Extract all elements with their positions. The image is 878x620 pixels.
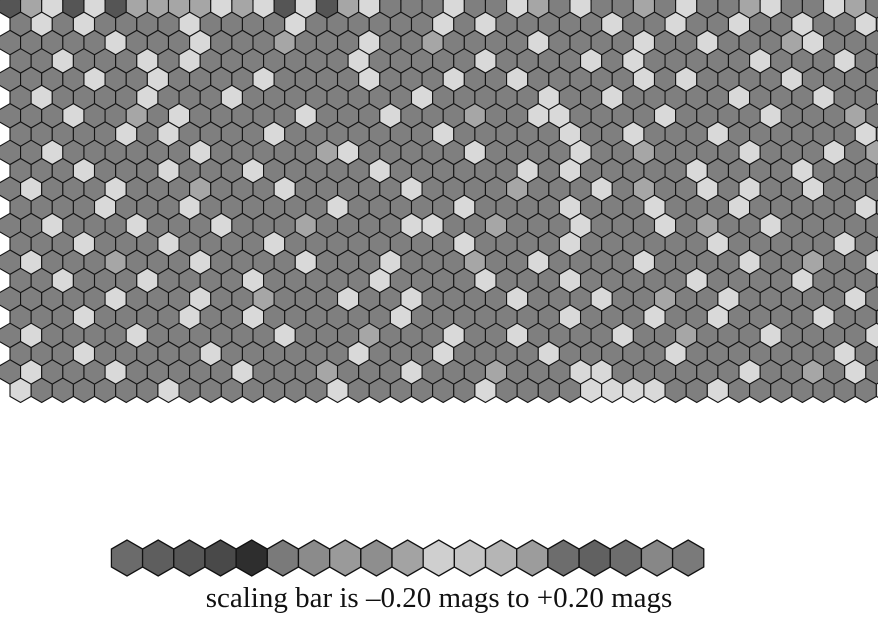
scale-bar-swatch [578,539,611,577]
scale-bar-swatch [422,539,456,577]
hex-magnitude-map [0,0,878,404]
scale-bar-swatch [173,539,206,577]
scale-bar-swatch [453,539,487,577]
scale-bar-swatch [547,539,580,577]
scale-bar-swatch [360,539,393,577]
scale-bar-swatch [328,539,362,577]
scale-bar-swatch [297,539,331,577]
scale-bar-swatch [204,539,237,577]
scale-bar-swatch [235,539,268,577]
scale-bar-swatch [609,539,643,577]
scale-bar-swatch [141,539,175,577]
scale-bar-swatch [110,539,144,577]
scale-bar-swatch [516,539,549,577]
scale-bar-swatch [391,539,424,577]
scale-bar-swatch [484,539,518,577]
scale-bar-swatch [671,539,705,577]
scale-bar-swatch [266,539,300,577]
scaling-bar-caption: scaling bar is –0.20 mags to +0.20 mags [205,582,673,614]
scale-bar-swatch [640,539,674,577]
